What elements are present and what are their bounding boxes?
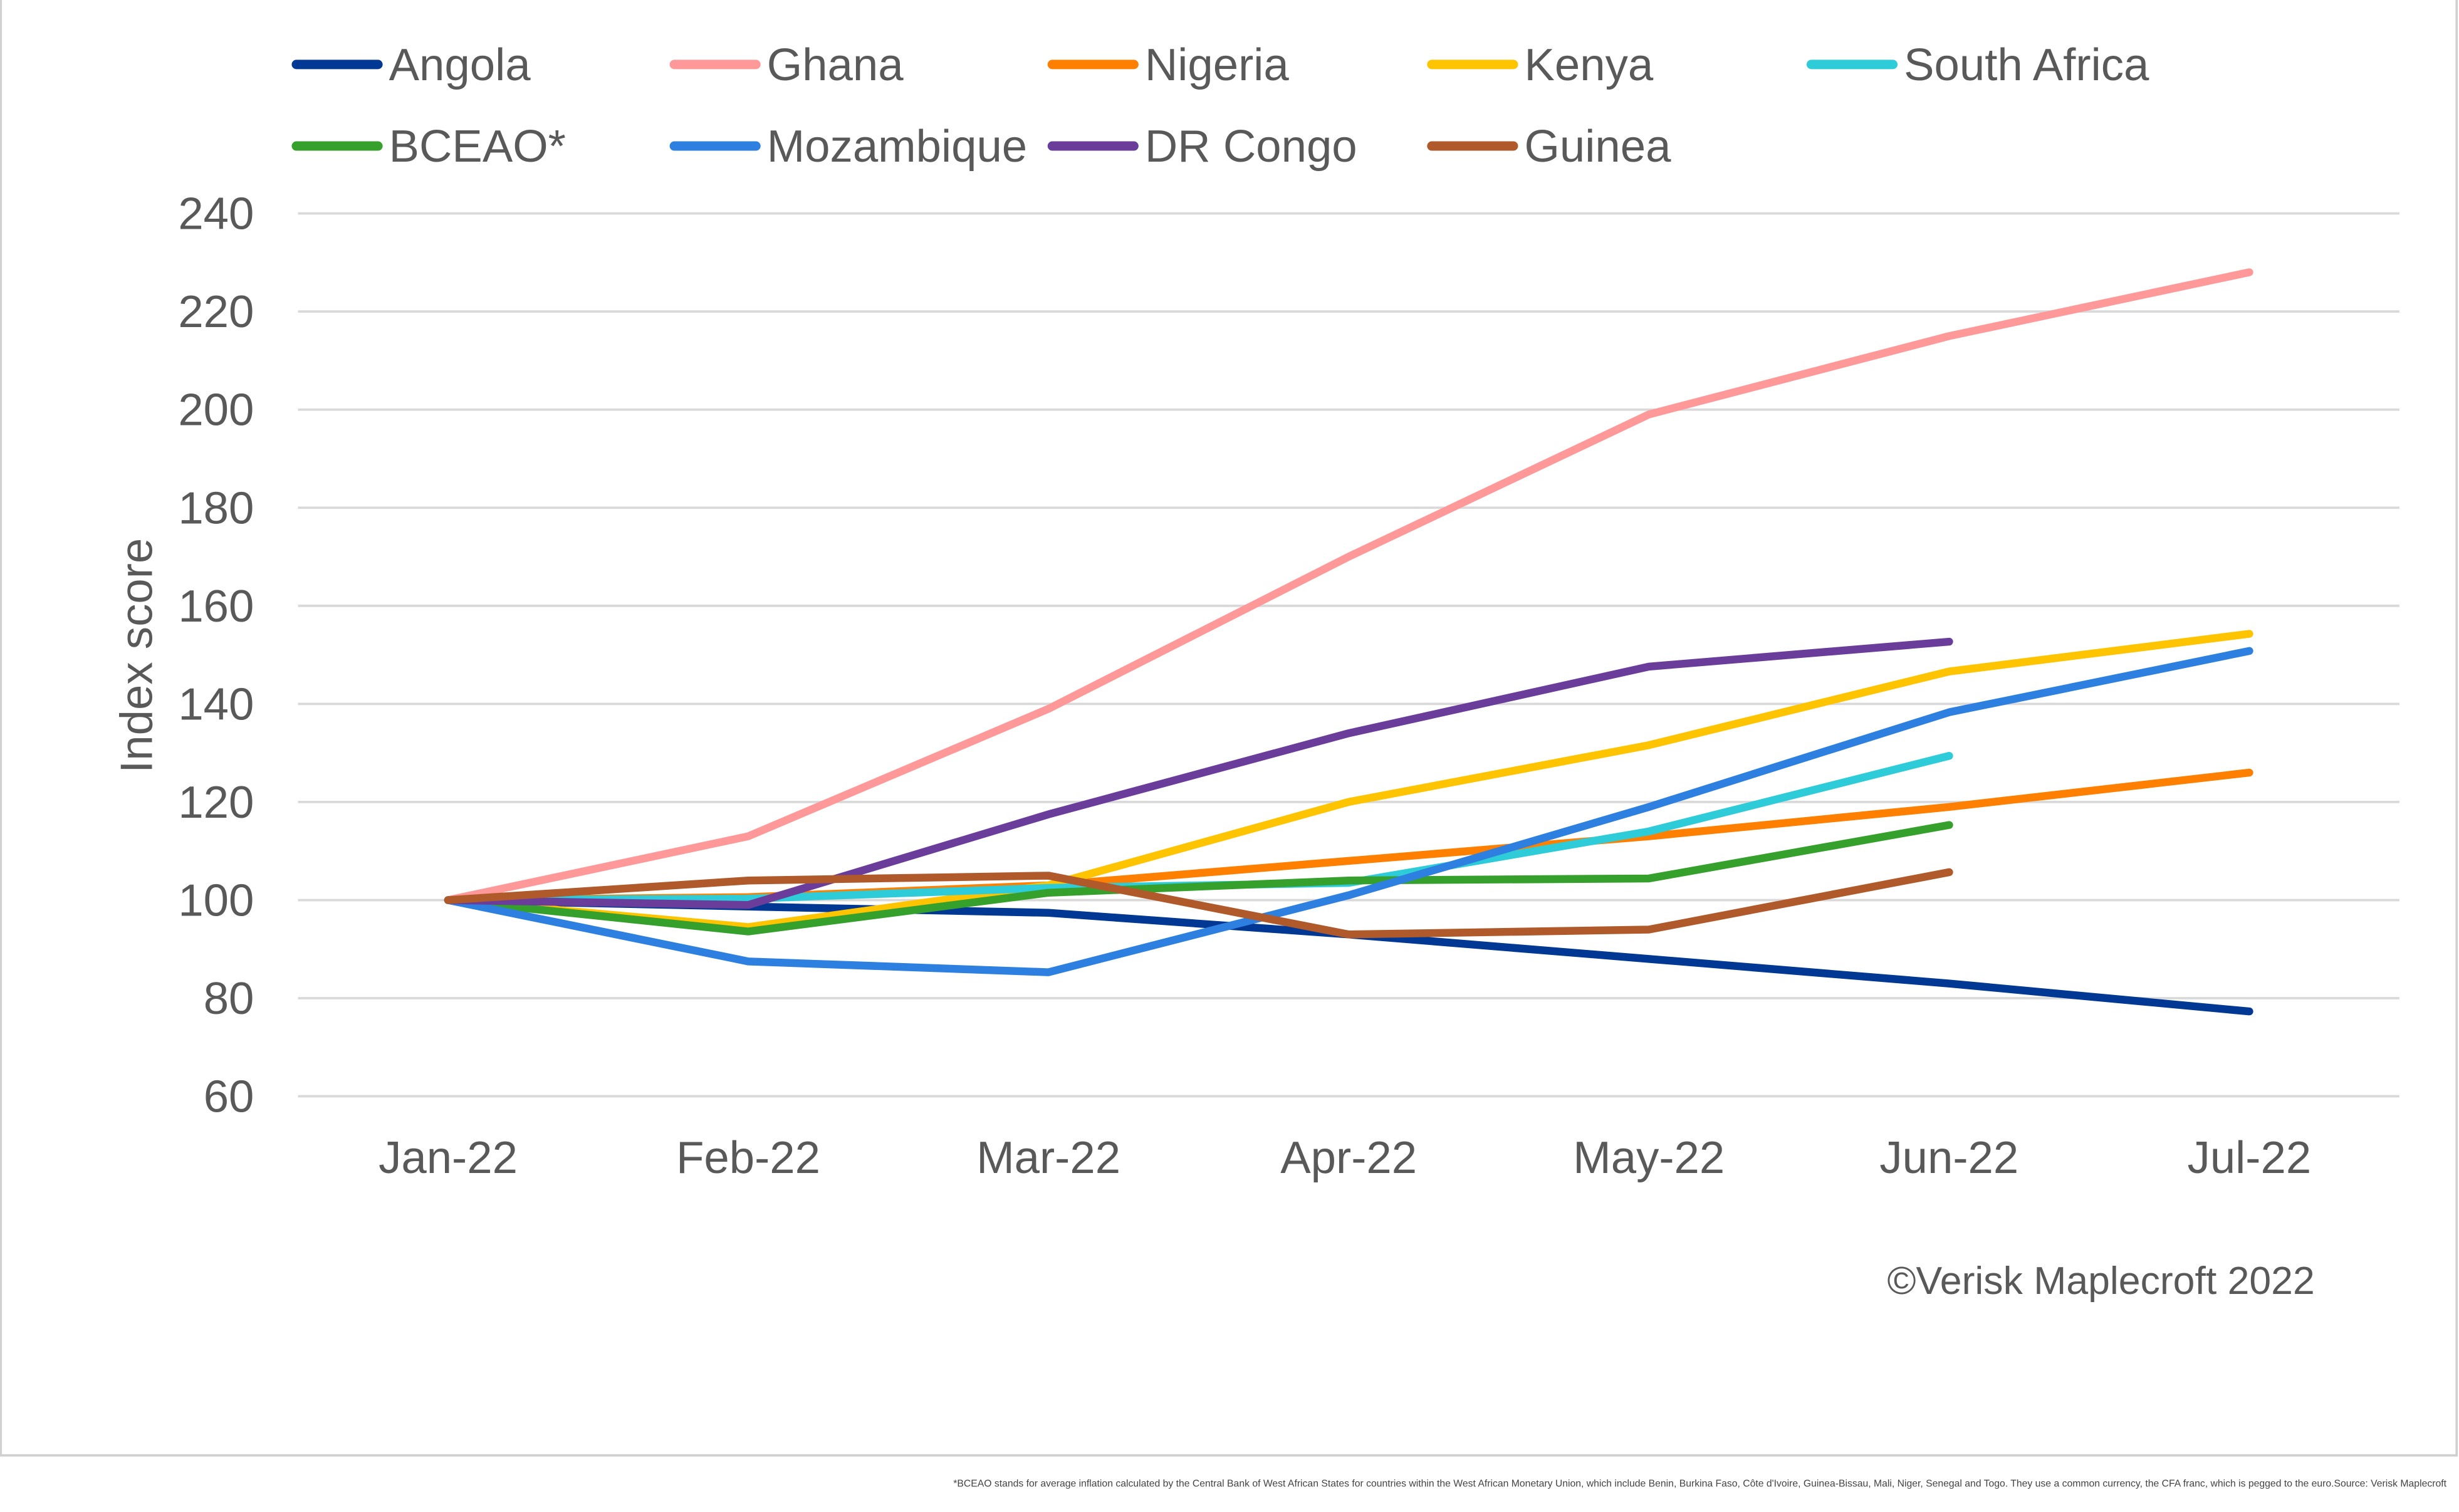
legend: Angola Ghana Nigeria Kenya South Africa BCEAO…: [291, 39, 2149, 172]
x-tick-label: Jan-22: [379, 1132, 518, 1183]
y-axis: 60 80 100 120 140 160 180 200 220 240: [178, 189, 254, 1122]
legend-item: DR Congo: [1047, 121, 1357, 172]
y-tick-label: 140: [178, 679, 254, 729]
copyright-annotation: ©Verisk Maplecroft 2022: [1887, 1259, 2314, 1303]
footnote: *BCEAO stands for average inflation calc…: [953, 1479, 2446, 1489]
y-tick-label: 60: [204, 1071, 254, 1122]
legend-item: South Africa: [1806, 39, 2149, 90]
y-tick-label: 80: [204, 973, 254, 1024]
x-tick-label: Feb-22: [676, 1132, 820, 1183]
y-tick-label: 200: [178, 385, 254, 435]
y-axis-label: Index score: [112, 538, 162, 773]
y-tick-label: 240: [178, 189, 254, 239]
legend-label: BCEAO*: [389, 121, 566, 172]
legend-item: Guinea: [1427, 121, 1671, 172]
legend-label: Mozambique: [767, 121, 1027, 172]
legend-item: Kenya: [1427, 39, 1654, 90]
series-line-guinea: [444, 868, 1953, 939]
x-tick-label: Jul-22: [2188, 1132, 2312, 1183]
x-tick-label: Mar-22: [976, 1132, 1120, 1183]
x-tick-label: Jun-22: [1879, 1132, 2018, 1183]
legend-item: Ghana: [669, 39, 904, 90]
y-tick-label: 220: [178, 286, 254, 337]
y-tick-label: 180: [178, 482, 254, 533]
legend-label: Ghana: [767, 39, 904, 90]
series-line-mozambique: [444, 647, 2253, 976]
legend-label: DR Congo: [1145, 121, 1357, 172]
x-axis: Jan-22 Feb-22 Mar-22 Apr-22 May-22 Jun-22 Jul-…: [379, 1132, 2311, 1183]
legend-label: Angola: [389, 39, 531, 90]
series-line-bceao: [444, 821, 1953, 936]
legend-item: BCEAO*: [291, 121, 566, 172]
legend-label: Guinea: [1524, 121, 1671, 172]
legend-label: South Africa: [1904, 39, 2149, 90]
y-tick-label: 100: [178, 875, 254, 925]
chart-frame: [0, 0, 2458, 1457]
legend-item: Nigeria: [1047, 39, 1290, 90]
y-tick-label: 160: [178, 581, 254, 632]
x-tick-label: Apr-22: [1280, 1132, 1417, 1183]
series-line-dr-congo: [444, 637, 1953, 909]
series-line-ghana: [444, 268, 2253, 904]
legend-item: Angola: [291, 39, 531, 90]
legend-item: Mozambique: [669, 121, 1027, 172]
series-lines: [444, 268, 2253, 1016]
series-line-kenya: [444, 630, 2253, 931]
x-tick-label: May-22: [1573, 1132, 1725, 1183]
y-tick-label: 120: [178, 777, 254, 828]
legend-label: Nigeria: [1145, 39, 1290, 90]
legend-label: Kenya: [1524, 39, 1653, 90]
